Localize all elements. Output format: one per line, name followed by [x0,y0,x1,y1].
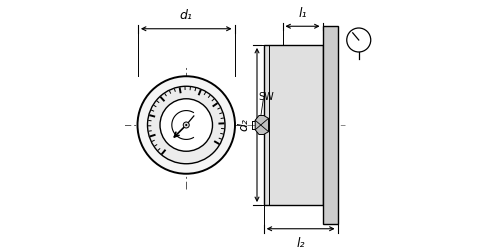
Polygon shape [264,45,322,205]
Text: l₁: l₁ [298,7,307,20]
Text: d₂: d₂ [237,118,250,132]
Circle shape [185,124,188,126]
Text: l₂: l₂ [296,237,305,250]
Text: SW: SW [259,92,274,102]
Circle shape [183,122,189,128]
Circle shape [138,76,235,174]
Polygon shape [322,26,338,224]
Polygon shape [255,116,268,134]
Circle shape [160,99,212,151]
Text: d₁: d₁ [180,9,192,22]
Circle shape [148,86,225,164]
